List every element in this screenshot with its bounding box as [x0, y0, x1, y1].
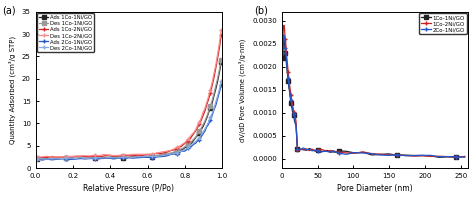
Line: Ads 1Co-1Ni/GO: Ads 1Co-1Ni/GO [36, 60, 223, 161]
Des 1Co-1Ni/GO [219, 58, 224, 61]
Ads 1Co-1Ni/GO [68, 157, 73, 159]
Des 2Co-1Ni/GO [135, 156, 140, 158]
Des 1Co-2Ni/GO [217, 41, 222, 44]
1Co-1Ni/GO [445, 156, 451, 158]
Des 1Co-2Ni/GO [219, 29, 224, 31]
Line: Des 2Co-1Ni/GO: Des 2Co-1Ni/GO [35, 79, 224, 162]
1Co-2Ni/GO [288, 90, 293, 92]
Ads 1Co-1Ni/GO [39, 158, 45, 160]
2Co-1Ni/GO [280, 52, 285, 55]
Des 2Co-1Ni/GO [68, 157, 73, 159]
1Co-1Ni/GO [394, 154, 400, 156]
2Co-1Ni/GO [462, 156, 467, 158]
Des 2Co-1Ni/GO [87, 157, 93, 159]
1Co-2Ni/GO [394, 154, 400, 156]
1Co-2Ni/GO [293, 120, 299, 122]
Des 2Co-1Ni/GO [101, 157, 107, 159]
Des 1Co-2Ni/GO [63, 156, 69, 158]
Ads 1Co-2Ni/GO [219, 33, 224, 36]
Des 1Co-1Ni/GO [210, 99, 215, 101]
1Co-1Ni/GO [462, 155, 467, 158]
Ads 1Co-1Ni/GO [101, 157, 107, 160]
Des 2Co-1Ni/GO [219, 80, 224, 83]
Y-axis label: dV/dD Pore Volume (cm³/g·nm): dV/dD Pore Volume (cm³/g·nm) [239, 38, 246, 141]
Ads 2Co-1Ni/GO [87, 157, 93, 160]
Des 1Co-1Ni/GO [35, 157, 40, 159]
Ads 2Co-1Ni/GO [210, 114, 215, 116]
Ads 1Co-1Ni/GO [87, 157, 93, 159]
2Co-1Ni/GO [281, 34, 287, 36]
Line: 1Co-2Ni/GO: 1Co-2Ni/GO [280, 23, 467, 160]
Text: (a): (a) [2, 5, 16, 16]
Des 2Co-1Ni/GO [44, 158, 50, 160]
Ads 1Co-2Ni/GO [82, 155, 88, 157]
Ads 1Co-1Ni/GO [35, 158, 40, 160]
Line: 1Co-1Ni/GO: 1Co-1Ni/GO [281, 38, 466, 159]
Des 1Co-1Ni/GO [87, 156, 93, 159]
Ads 1Co-1Ni/GO [219, 61, 224, 63]
Des 1Co-1Ni/GO [101, 156, 107, 159]
2Co-1Ni/GO [288, 96, 293, 98]
1Co-2Ni/GO [437, 155, 442, 157]
Text: (b): (b) [254, 5, 267, 16]
1Co-1Ni/GO [288, 98, 293, 100]
Des 1Co-2Ni/GO [82, 154, 88, 157]
1Co-2Ni/GO [291, 111, 296, 113]
Ads 2Co-1Ni/GO [39, 159, 45, 161]
Ads 2Co-1Ni/GO [135, 157, 140, 159]
Des 1Co-2Ni/GO [97, 155, 102, 157]
Des 2Co-1Ni/GO [217, 88, 222, 90]
Des 1Co-2Ni/GO [35, 156, 40, 158]
Des 1Co-2Ni/GO [208, 89, 213, 91]
X-axis label: Pore Diameter (nm): Pore Diameter (nm) [337, 184, 413, 193]
Ads 1Co-1Ni/GO [135, 156, 140, 158]
1Co-1Ni/GO [281, 38, 287, 41]
Ads 1Co-2Ni/GO [208, 92, 213, 95]
2Co-1Ni/GO [286, 85, 292, 87]
Ads 1Co-2Ni/GO [217, 46, 222, 49]
Ads 1Co-2Ni/GO [130, 155, 136, 157]
Legend: Ads 1Co-1Ni/GO, Des 1Co-1Ni/GO, Ads 1Co-2Ni/GO, Des 1Co-2Ni/GO, Ads 2Co-1Ni/GO, : Ads 1Co-1Ni/GO, Des 1Co-1Ni/GO, Ads 1Co-… [37, 13, 94, 52]
Des 1Co-1Ni/GO [135, 155, 140, 157]
Line: Ads 1Co-2Ni/GO: Ads 1Co-2Ni/GO [35, 32, 224, 161]
Line: 2Co-1Ni/GO: 2Co-1Ni/GO [280, 32, 467, 160]
1Co-2Ni/GO [281, 24, 287, 26]
Line: Ads 2Co-1Ni/GO: Ads 2Co-1Ni/GO [35, 82, 224, 163]
Legend: 1Co-1Ni/GO, 1Co-2Ni/GO, 2Co-1Ni/GO: 1Co-1Ni/GO, 1Co-2Ni/GO, 2Co-1Ni/GO [419, 13, 466, 34]
Ads 1Co-1Ni/GO [217, 71, 222, 73]
Ads 2Co-1Ni/GO [101, 156, 107, 159]
Ads 2Co-1Ni/GO [68, 158, 73, 161]
1Co-2Ni/GO [280, 46, 285, 48]
Y-axis label: Quantity Adsorbed (cm³/g STP): Quantity Adsorbed (cm³/g STP) [9, 36, 16, 144]
Line: Des 1Co-1Ni/GO: Des 1Co-1Ni/GO [36, 58, 223, 161]
Ads 1Co-2Ni/GO [97, 156, 102, 158]
1Co-2Ni/GO [453, 156, 459, 158]
X-axis label: Relative Pressure (P/Po): Relative Pressure (P/Po) [83, 184, 174, 193]
Ads 1Co-2Ni/GO [35, 157, 40, 160]
1Co-1Ni/GO [291, 114, 296, 116]
2Co-1Ni/GO [293, 123, 299, 125]
Ads 1Co-1Ni/GO [210, 102, 215, 104]
Des 1Co-1Ni/GO [68, 157, 73, 159]
2Co-1Ni/GO [394, 153, 400, 156]
Des 2Co-1Ni/GO [35, 158, 40, 160]
Ads 2Co-1Ni/GO [217, 91, 222, 93]
1Co-1Ni/GO [280, 57, 285, 59]
2Co-1Ni/GO [291, 113, 296, 115]
1Co-1Ni/GO [286, 87, 292, 89]
Ads 2Co-1Ni/GO [35, 157, 40, 160]
Des 1Co-1Ni/GO [217, 68, 222, 70]
1Co-2Ni/GO [286, 78, 292, 81]
2Co-1Ni/GO [445, 155, 451, 158]
Des 1Co-1Ni/GO [39, 158, 45, 160]
Line: Des 1Co-2Ni/GO: Des 1Co-2Ni/GO [35, 27, 224, 160]
1Co-2Ni/GO [462, 155, 467, 158]
1Co-1Ni/GO [437, 156, 442, 159]
Ads 1Co-2Ni/GO [63, 156, 69, 158]
Des 1Co-2Ni/GO [130, 153, 136, 156]
1Co-1Ni/GO [293, 123, 299, 126]
Des 2Co-1Ni/GO [210, 112, 215, 115]
Ads 2Co-1Ni/GO [219, 84, 224, 86]
